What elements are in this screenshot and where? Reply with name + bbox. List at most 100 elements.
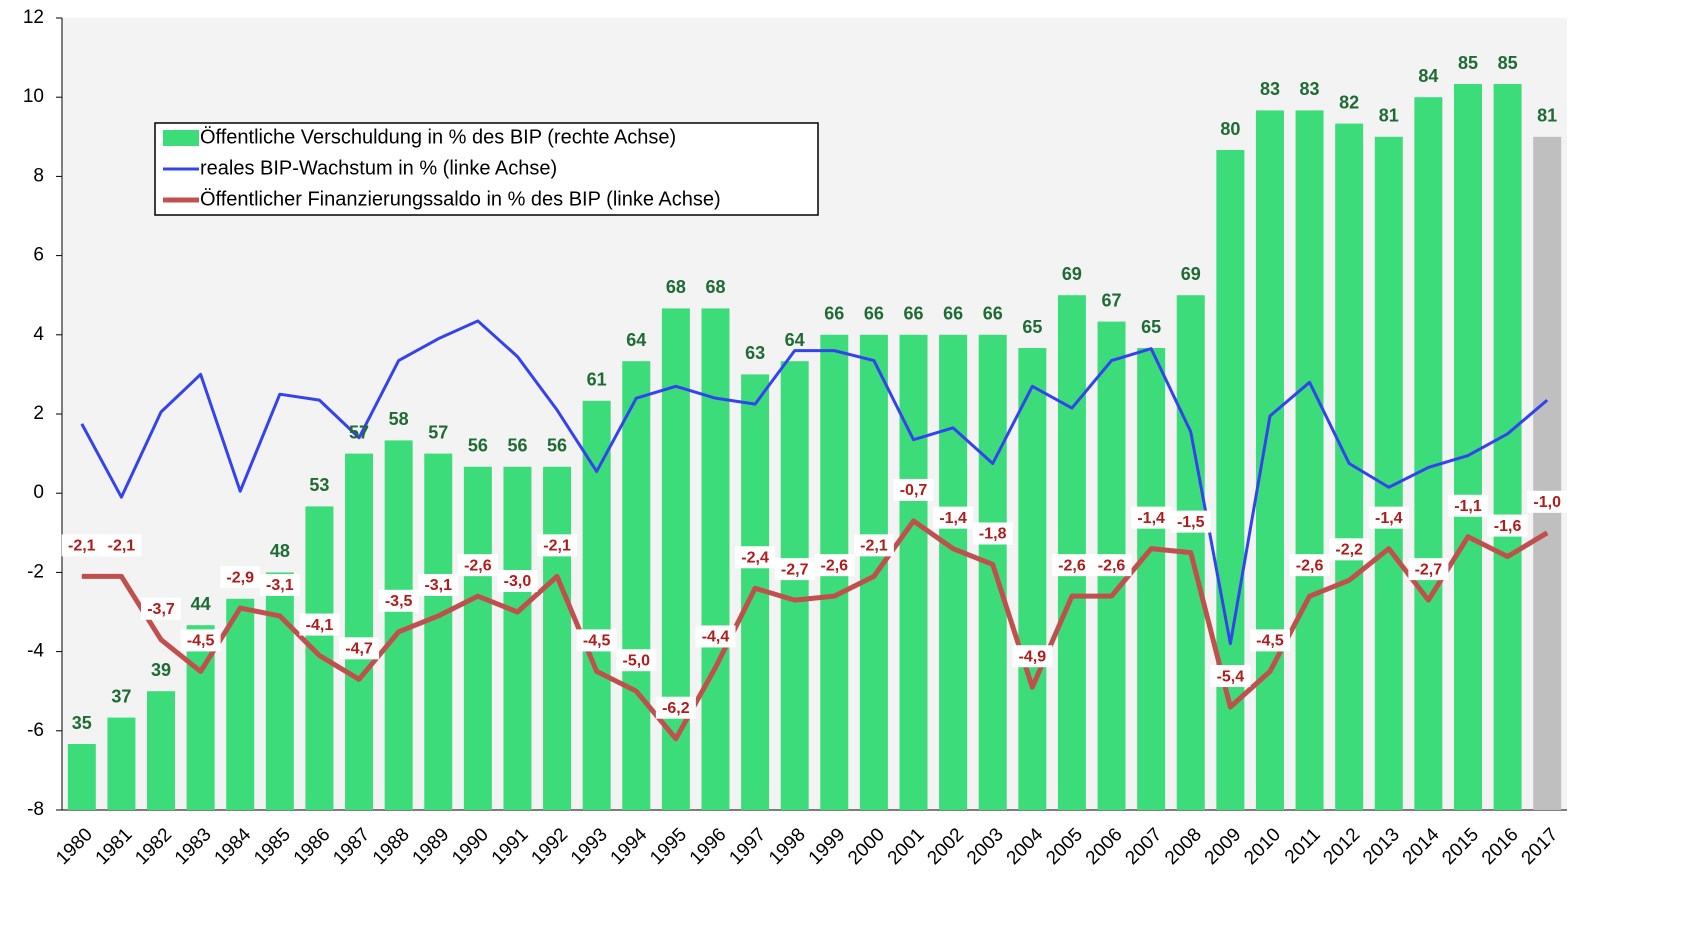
bar (265, 572, 294, 810)
line-value-label: -2,6 (464, 557, 492, 574)
value-label-box (101, 534, 142, 557)
line-value-label: -2,9 (226, 569, 254, 586)
bar-value-label: 67 (1102, 290, 1122, 310)
x-tick-label: 1980 (52, 824, 97, 869)
value-label-box (1447, 494, 1488, 517)
bar (67, 744, 96, 810)
line-value-label: -0,7 (900, 482, 928, 499)
line-value-label: -3,5 (385, 593, 413, 610)
x-tick-label: 1982 (131, 824, 176, 869)
y-tick-label: -8 (27, 799, 44, 820)
value-label-box (933, 506, 974, 529)
bar-value-label: 84 (1418, 66, 1438, 86)
x-tick-label: 1988 (369, 824, 414, 869)
bar (1216, 150, 1245, 810)
x-tick-label: 2012 (1320, 824, 1365, 869)
legend-swatch (163, 130, 199, 146)
bar (1018, 348, 1047, 810)
line-value-label: -1,6 (1494, 518, 1522, 535)
bar (582, 400, 611, 810)
x-tick-label: 1981 (92, 824, 137, 869)
legend-label: Öffentlicher Finanzierungssaldo in % des… (200, 188, 721, 210)
y-tick-label: 12 (23, 7, 44, 28)
line-value-label: -2,6 (1058, 557, 1086, 574)
x-tick-label: 2005 (1042, 824, 1087, 869)
bar-value-label: 56 (507, 436, 527, 456)
x-tick-label: 1989 (409, 824, 454, 869)
bar-value-label: 85 (1458, 53, 1478, 73)
bar-value-label: 66 (824, 304, 844, 324)
value-label-box (576, 629, 617, 652)
bar (1137, 348, 1166, 810)
value-label-box (1051, 554, 1092, 577)
value-label-box (814, 554, 855, 577)
bar-value-label: 64 (626, 330, 646, 350)
y-tick-label: 0 (33, 482, 44, 503)
value-label-box (378, 589, 419, 612)
x-tick-label: 2002 (923, 824, 968, 869)
y-tick-label: 10 (23, 86, 44, 107)
legend-label: Öffentliche Verschuldung in % des BIP (r… (200, 126, 676, 148)
bar-value-label: 81 (1537, 106, 1557, 126)
value-label-box (497, 570, 538, 592)
value-label-box (655, 696, 696, 719)
x-tick-label: 2007 (1121, 824, 1166, 869)
line-value-label: -4,1 (306, 617, 334, 634)
value-label-box (141, 597, 182, 620)
y-tick-label: 8 (33, 165, 44, 186)
bar (701, 308, 730, 810)
bar (226, 598, 255, 810)
value-label-box (61, 534, 102, 557)
bar-value-label: 53 (309, 475, 329, 495)
x-tick-label: 2000 (844, 824, 889, 869)
line-value-label: -2,2 (1335, 542, 1363, 559)
value-label-box (893, 478, 934, 501)
bar-value-label: 44 (191, 594, 211, 614)
line-value-label: -2,1 (860, 538, 888, 555)
value-label-box (695, 625, 736, 648)
bar-value-label: 66 (943, 304, 963, 324)
x-tick-label: 1998 (765, 824, 810, 869)
line-value-label: -3,1 (424, 577, 452, 594)
x-tick-label: 2011 (1281, 824, 1325, 868)
line-value-label: -4,4 (702, 629, 730, 646)
bar (384, 440, 413, 810)
bar-value-label: 66 (864, 304, 884, 324)
value-label-box (1249, 629, 1290, 652)
line-value-label: -2,7 (781, 561, 809, 578)
line-value-label: -4,5 (583, 633, 611, 650)
value-label-box (972, 522, 1013, 545)
legend-label: reales BIP-Wachstum in % (linke Achse) (200, 157, 557, 179)
x-tick-label: 1986 (290, 824, 335, 869)
line-value-label: -4,9 (1019, 648, 1047, 665)
line-value-label: -4,7 (345, 641, 373, 658)
bar (780, 361, 809, 810)
line-value-label: -1,4 (1137, 510, 1165, 527)
bar-value-label: 85 (1498, 53, 1518, 73)
value-label-box (616, 649, 657, 672)
bar-value-label: 82 (1339, 92, 1359, 112)
line (80, 319, 1549, 646)
value-label-box (1091, 554, 1132, 577)
x-tick-label: 1996 (686, 824, 731, 869)
bar-value-label: 48 (270, 541, 290, 561)
bar (1493, 84, 1522, 810)
x-tick-label: 2017 (1518, 824, 1563, 869)
line-value-label: -2,4 (741, 549, 769, 566)
bar-value-label: 83 (1300, 79, 1320, 99)
x-tick-label: 1995 (646, 824, 691, 869)
bar (1533, 136, 1562, 811)
bar-value-label: 63 (745, 343, 765, 363)
x-tick-label: 2001 (884, 824, 929, 869)
bar (543, 466, 572, 810)
bar-value-label: 81 (1379, 106, 1399, 126)
bar-value-label: 69 (1181, 264, 1201, 284)
x-tick-label: 2015 (1438, 824, 1483, 869)
bar-value-label: 61 (587, 370, 607, 390)
line (81, 518, 1549, 742)
bar-value-label: 80 (1220, 119, 1240, 139)
line-value-label: -6,2 (662, 700, 690, 717)
x-tick-label: 2008 (1161, 824, 1206, 869)
value-label-box (1527, 490, 1568, 513)
